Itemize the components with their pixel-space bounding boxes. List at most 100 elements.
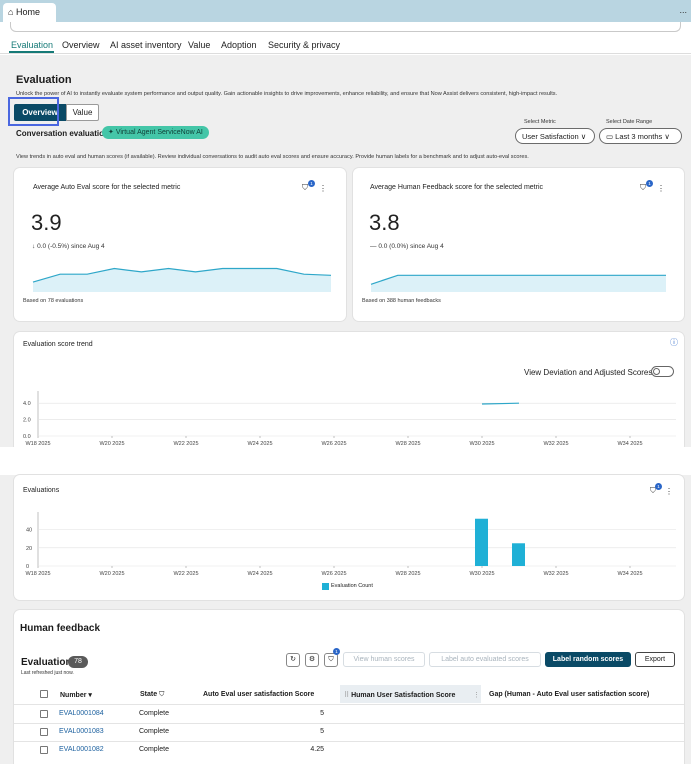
row-checkbox[interactable] <box>40 710 48 718</box>
column-auto-eval-score[interactable]: Auto Eval user satisfaction Score <box>203 691 315 698</box>
score-trend-title: Evaluation score trend <box>23 341 93 348</box>
column-state[interactable]: State ⛉ <box>140 691 164 699</box>
human-feedback-change-text: 0.0 (0.0%) since Aug 4 <box>378 243 444 250</box>
eval-state: Complete <box>139 728 169 735</box>
chevron-down-icon: ∨ <box>664 132 670 141</box>
nav-tabs: Evaluation Overview AI asset inventory V… <box>0 34 691 54</box>
row-divider <box>14 741 684 742</box>
filter-badge: 1 <box>333 648 340 655</box>
tab-overview[interactable]: Overview <box>62 40 100 50</box>
calendar-icon: ▭ <box>606 132 616 141</box>
home-tab[interactable]: ⌂ Home <box>3 3 56 22</box>
y-tick-label: 0.0 <box>23 434 31 440</box>
x-tick-label: W24 2025 <box>247 571 272 577</box>
agent-pill[interactable]: ✦ Virtual Agent ServiceNow AI <box>102 126 209 139</box>
row-checkbox[interactable] <box>40 746 48 754</box>
column-human-score[interactable]: ⠿ Human User Satisfaction Score <box>344 691 455 699</box>
agent-pill-label: Virtual Agent ServiceNow AI <box>115 129 203 136</box>
eval-auto-score: 5 <box>320 710 324 717</box>
column-more-icon[interactable]: ⋮ <box>473 692 480 699</box>
x-tick-label: W28 2025 <box>395 571 420 577</box>
label-auto-evaluated-button[interactable]: Label auto evaluated scores <box>429 652 541 667</box>
evaluations-count-badge: 78 <box>68 656 88 668</box>
filter-icon[interactable]: ⛉ <box>324 653 338 667</box>
eval-state: Complete <box>139 746 169 753</box>
more-vertical-icon[interactable]: ⋮ <box>319 184 327 193</box>
home-tab-label: Home <box>15 7 40 17</box>
x-tick-label: W26 2025 <box>321 441 346 447</box>
column-number-label: Number <box>60 692 87 699</box>
tab-security-privacy[interactable]: Security & privacy <box>268 40 341 50</box>
deviation-toggle[interactable] <box>651 366 674 377</box>
evaluation-count-bar[interactable] <box>512 543 525 566</box>
row-checkbox[interactable] <box>40 728 48 736</box>
auto-eval-score: 3.9 <box>31 210 62 235</box>
filter-icon: ⛉ <box>157 691 165 698</box>
filter-icon[interactable]: ⛉ <box>302 183 308 192</box>
eval-number-link[interactable]: EVAL0001082 <box>59 746 104 753</box>
header-strip <box>10 22 681 32</box>
select-all-checkbox[interactable] <box>40 690 48 698</box>
label-random-scores-button[interactable]: Label random scores <box>545 652 631 667</box>
more-vertical-icon[interactable]: ⋮ <box>665 487 673 496</box>
legend-swatch <box>322 583 329 590</box>
date-range-select[interactable]: ▭ Last 3 months ∨ <box>599 128 682 144</box>
filter-badge: 1 <box>655 483 662 490</box>
select-metric-label: Select Metric <box>524 119 556 125</box>
tab-evaluation[interactable]: Evaluation <box>11 40 54 50</box>
eval-number-link[interactable]: EVAL0001083 <box>59 728 104 735</box>
sparkle-icon: ✦ <box>108 129 116 136</box>
tab-ai-asset-inventory[interactable]: AI asset inventory <box>110 40 182 50</box>
page-title: Evaluation <box>16 74 72 86</box>
active-tab-indicator <box>9 51 54 53</box>
x-tick-label: W34 2025 <box>617 441 642 447</box>
x-tick-label: W24 2025 <box>247 441 272 447</box>
more-vertical-icon[interactable]: ⋮ <box>657 184 665 193</box>
x-tick-label: W20 2025 <box>99 571 124 577</box>
row-divider <box>14 723 684 724</box>
filter-icon[interactable]: ⛉ <box>640 183 646 192</box>
gear-icon[interactable]: ⚙ <box>305 653 319 667</box>
evaluations-chart-title: Evaluations <box>23 487 60 494</box>
last-refreshed: Last refreshed just now. <box>21 670 74 676</box>
overview-segment-button[interactable]: Overview <box>14 104 66 121</box>
highlight-box <box>8 97 59 126</box>
column-number[interactable]: Number ▾ <box>60 691 92 699</box>
score-trend-chart: 0.0 2.0 4.0 W18 2025 W20 2025 W22 2025 W24 202… <box>23 391 676 447</box>
view-human-scores-button[interactable]: View human scores <box>343 652 425 667</box>
more-options-icon[interactable]: ... <box>679 5 687 15</box>
column-human-score-label: Human User Satisfaction Score <box>351 692 456 699</box>
browser-tab-bar: ⌂ Home ... <box>0 0 691 22</box>
sort-desc-icon: ▾ <box>86 692 92 699</box>
x-tick-label: W28 2025 <box>395 441 420 447</box>
filter-icon[interactable]: ⛉ <box>650 486 656 495</box>
column-gap[interactable]: Gap (Human - Auto Eval user satisfaction… <box>489 691 650 698</box>
x-tick-label: W22 2025 <box>173 441 198 447</box>
tab-adoption[interactable]: Adoption <box>221 40 257 50</box>
tab-value[interactable]: Value <box>188 40 211 50</box>
row-divider <box>14 704 684 705</box>
chevron-down-icon: ∨ <box>580 132 587 141</box>
deviation-toggle-label: View Deviation and Adjusted Scores <box>524 368 653 377</box>
y-tick-label: 0 <box>26 564 29 570</box>
x-tick-label: W18 2025 <box>25 441 50 447</box>
eval-number-link[interactable]: EVAL0001084 <box>59 710 104 717</box>
auto-eval-card-title: Average Auto Eval score for the selected… <box>33 184 181 191</box>
auto-eval-change: ↓ 0.0 (-0.5%) since Aug 4 <box>32 243 105 250</box>
date-range-value: Last 3 months <box>615 132 663 141</box>
evaluation-count-bar[interactable] <box>475 518 488 566</box>
date-range-label: Select Date Range <box>606 119 653 125</box>
x-tick-label: W32 2025 <box>543 441 568 447</box>
human-feedback-card-title: Average Human Feedback score for the sel… <box>370 184 544 191</box>
y-tick-label: 4.0 <box>23 401 31 407</box>
trend-line-segment <box>481 402 520 405</box>
human-feedback-card <box>353 168 684 321</box>
auto-eval-change-text: 0.0 (-0.5%) since Aug 4 <box>37 243 105 250</box>
metric-select[interactable]: User Satisfaction ∨ <box>515 128 595 144</box>
refresh-icon[interactable]: ↻ <box>286 653 300 667</box>
info-icon[interactable]: ⓘ <box>670 338 678 347</box>
column-state-label: State <box>140 691 158 698</box>
x-tick-label: W30 2025 <box>469 441 494 447</box>
value-segment-button[interactable]: Value <box>66 104 99 121</box>
export-button[interactable]: Export <box>635 652 675 667</box>
